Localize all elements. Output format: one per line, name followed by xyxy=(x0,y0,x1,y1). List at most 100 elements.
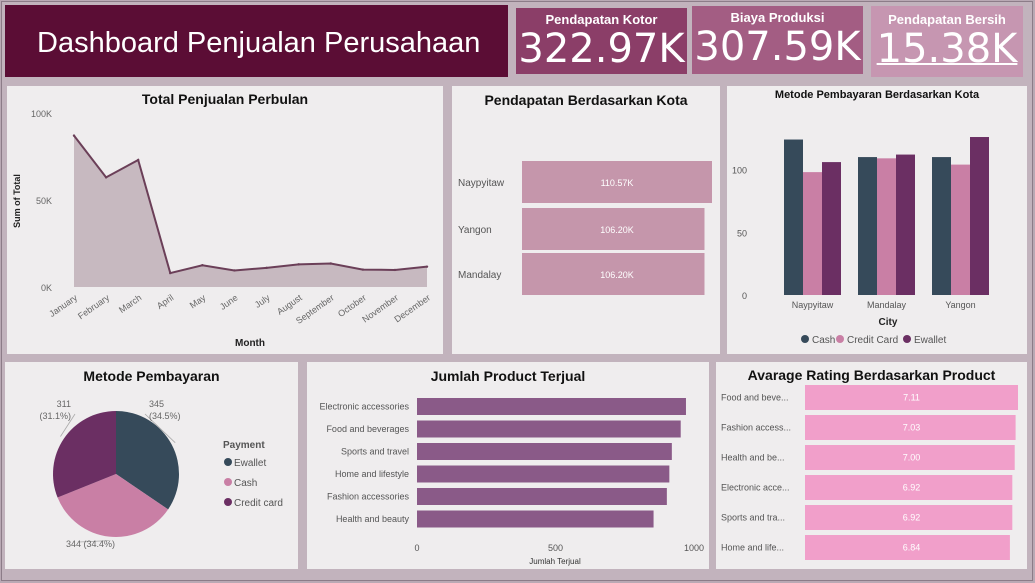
x-tick-label: Mandalay xyxy=(867,300,907,310)
rating-label: Health and be... xyxy=(721,453,785,463)
rating-bar-value: 6.92 xyxy=(903,483,921,493)
kpi-gross-revenue-value: 322.97K xyxy=(518,26,685,72)
rating-bar-value: 7.11 xyxy=(903,393,920,403)
y-axis-label: Sum of Total xyxy=(12,174,22,228)
kpi-net-revenue-value: 15.38K xyxy=(876,26,1018,72)
city-bar-value: 110.57K xyxy=(601,178,634,188)
city-label: Mandalay xyxy=(458,270,501,281)
pie-slice-ewallet xyxy=(116,411,179,510)
data-point-february xyxy=(104,176,108,179)
bar-ewallet-mandalay xyxy=(896,154,915,295)
avg-rating-chart: Food and beve... 7.11 Fashion access... 7.0… xyxy=(721,385,1018,560)
bar-credit-card-mandalay xyxy=(877,158,896,295)
product-bar xyxy=(417,398,686,415)
avg-rating-panel[interactable]: Avarage Rating Berdasarkan Product Food … xyxy=(716,362,1027,569)
product-label: Sports and travel xyxy=(341,447,409,457)
rating-label: Sports and tra... xyxy=(721,513,785,523)
legend-marker xyxy=(224,458,232,466)
rating-bar xyxy=(805,385,1018,410)
product-label: Food and beverages xyxy=(326,424,409,434)
product-label: Home and lifestyle xyxy=(335,469,409,479)
x-tick-label: 0 xyxy=(414,543,419,553)
bar-credit-card-yangon xyxy=(951,164,970,295)
x-tick-label: May xyxy=(188,292,208,310)
rating-bar-value: 7.03 xyxy=(903,423,921,433)
rating-label: Fashion access... xyxy=(721,423,791,433)
pie-leader-line xyxy=(78,540,109,543)
city-bar-yangon xyxy=(522,208,705,250)
rating-label: Electronic acce... xyxy=(721,483,790,493)
x-tick-label: 500 xyxy=(548,543,563,553)
pie-data-label-count: 311 xyxy=(57,399,71,409)
sales-line xyxy=(73,135,428,275)
legend-marker xyxy=(224,498,232,506)
y-tick-label: 0K xyxy=(41,283,52,293)
bar-credit-card-naypyitaw xyxy=(803,172,822,295)
x-tick-label: January xyxy=(47,292,79,319)
city-revenue-title: Pendapatan Berdasarkan Kota xyxy=(484,92,688,108)
legend-marker xyxy=(903,335,911,343)
pie-data-label-pct: (34.5%) xyxy=(149,411,181,421)
product-bar xyxy=(417,465,670,483)
data-point-december xyxy=(425,265,429,268)
kpi-net-revenue-label: Pendapatan Bersih xyxy=(888,12,1006,27)
x-tick-label: February xyxy=(76,292,112,321)
data-point-october xyxy=(361,268,365,271)
product-bar xyxy=(417,420,681,438)
legend-marker xyxy=(801,335,809,343)
city-bar-mandalay xyxy=(522,253,705,295)
rating-label: Food and beve... xyxy=(721,393,789,403)
product-label: Health and beauty xyxy=(336,514,410,524)
kpi-net-revenue[interactable]: Pendapatan Bersih 15.38K xyxy=(871,6,1023,77)
city-revenue-panel[interactable]: Pendapatan Berdasarkan Kota Naypyitaw 110… xyxy=(452,86,720,354)
bar-cash-mandalay xyxy=(858,157,877,295)
y-tick-label: 100 xyxy=(732,166,747,176)
legend-title: Payment xyxy=(223,440,265,451)
payment-method-panel[interactable]: Metode Pembayaran 345 (34.5%) 344 (34.4%) 3… xyxy=(5,362,298,569)
x-tick-label: Naypyitaw xyxy=(792,300,834,310)
rating-bar xyxy=(805,445,1015,470)
pie-leader-line xyxy=(144,413,176,443)
bar-cash-naypyitaw xyxy=(784,139,803,295)
y-tick-label: 50 xyxy=(737,228,747,238)
y-tick-label: 50K xyxy=(36,196,52,206)
monthly-sales-title: Total Penjualan Perbulan xyxy=(141,91,309,107)
product-bar xyxy=(417,510,654,528)
data-point-august xyxy=(297,263,300,266)
kpi-production-cost-label: Biaya Produksi xyxy=(730,10,825,25)
rating-bar xyxy=(805,505,1013,530)
product-sold-title: Jumlah Product Terjual xyxy=(430,368,586,384)
data-point-june xyxy=(233,269,236,272)
city-revenue-chart: Naypyitaw 110.57K Yangon 106.20K Mandalay 106… xyxy=(458,161,712,295)
legend-label: Cash xyxy=(234,478,257,489)
legend-label: Cash xyxy=(812,335,835,346)
x-tick-label: April xyxy=(155,292,175,311)
pie-data-label-count: 345 xyxy=(149,399,164,409)
data-point-january xyxy=(72,134,76,137)
y-tick-label: 0 xyxy=(742,291,747,301)
area-fill xyxy=(74,135,427,287)
pie-slice-credit-card xyxy=(52,411,116,498)
legend-label: Ewallet xyxy=(234,458,266,469)
kpi-gross-revenue[interactable]: Pendapatan Kotor 322.97K xyxy=(516,8,687,74)
bar-cash-yangon xyxy=(932,157,951,295)
city-bar-value: 106.20K xyxy=(600,225,634,235)
monthly-sales-panel[interactable]: Total Penjualan Perbulan 0K 50K 100K Januar… xyxy=(7,86,443,354)
product-bar xyxy=(417,443,672,460)
kpi-production-cost[interactable]: Biaya Produksi 307.59K xyxy=(692,6,863,74)
x-tick-label: July xyxy=(253,292,272,310)
page-title-box: Dashboard Penjualan Perusahaan xyxy=(5,5,508,77)
rating-bar-value: 7.00 xyxy=(903,453,921,463)
pie-data-label-pct: (31.1%) xyxy=(39,411,71,421)
pie-data-label: 344 (34.4%) xyxy=(66,539,115,549)
product-sold-panel[interactable]: Jumlah Product Terjual Electronic access… xyxy=(307,362,709,569)
x-tick-label: June xyxy=(218,292,240,311)
avg-rating-title: Avarage Rating Berdasarkan Product xyxy=(747,367,996,383)
pie-leader-line xyxy=(60,413,76,437)
x-tick-label: 1000 xyxy=(684,543,704,553)
data-point-september xyxy=(329,262,332,265)
payment-by-city-panel[interactable]: Metode Pembayaran Berdasarkan Kota 0 50 10… xyxy=(727,86,1027,354)
data-point-november xyxy=(393,268,397,272)
legend-label: Ewallet xyxy=(914,335,946,346)
